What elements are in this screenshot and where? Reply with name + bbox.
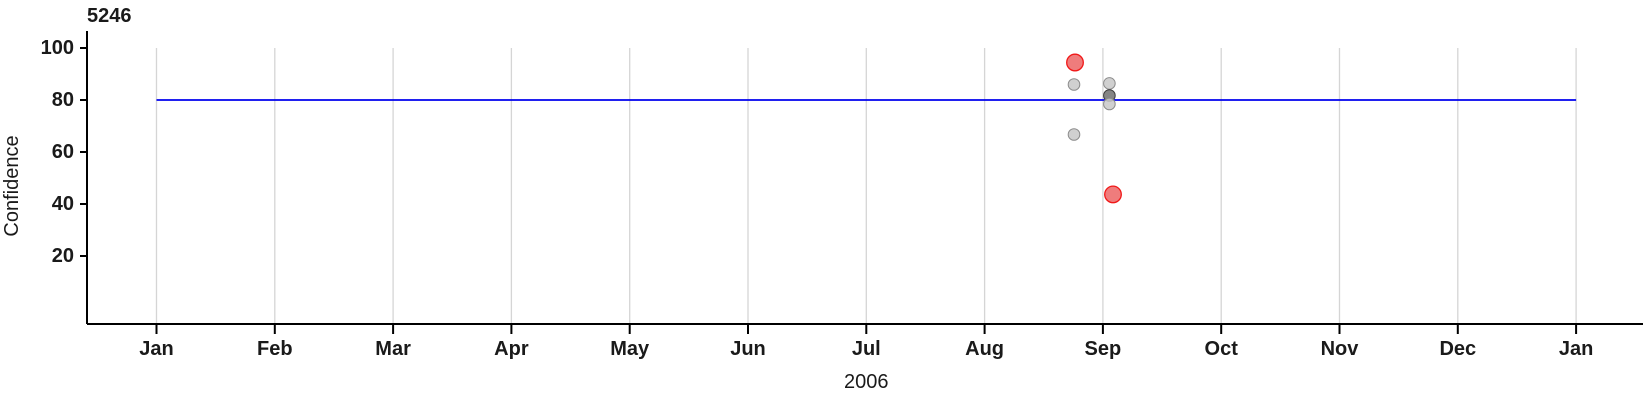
svg-text:80: 80 — [52, 89, 74, 111]
svg-text:Oct: Oct — [1205, 338, 1239, 360]
svg-text:Nov: Nov — [1321, 338, 1360, 360]
svg-text:Mar: Mar — [375, 338, 411, 360]
svg-text:40: 40 — [52, 193, 74, 215]
svg-text:100: 100 — [41, 37, 74, 59]
svg-text:20: 20 — [52, 245, 74, 267]
svg-text:Jan: Jan — [139, 338, 173, 360]
svg-text:Jan: Jan — [1559, 338, 1593, 360]
svg-text:5246: 5246 — [87, 5, 132, 27]
svg-text:Jul: Jul — [852, 338, 881, 360]
svg-text:2006: 2006 — [844, 371, 889, 393]
svg-text:Aug: Aug — [965, 338, 1004, 360]
svg-text:Apr: Apr — [494, 338, 529, 360]
svg-text:60: 60 — [52, 141, 74, 163]
svg-text:Dec: Dec — [1439, 338, 1476, 360]
svg-text:Jun: Jun — [730, 338, 766, 360]
svg-text:Feb: Feb — [257, 338, 293, 360]
svg-text:Confidence: Confidence — [1, 135, 23, 236]
svg-text:Sep: Sep — [1085, 338, 1122, 360]
svg-text:May: May — [610, 338, 650, 360]
